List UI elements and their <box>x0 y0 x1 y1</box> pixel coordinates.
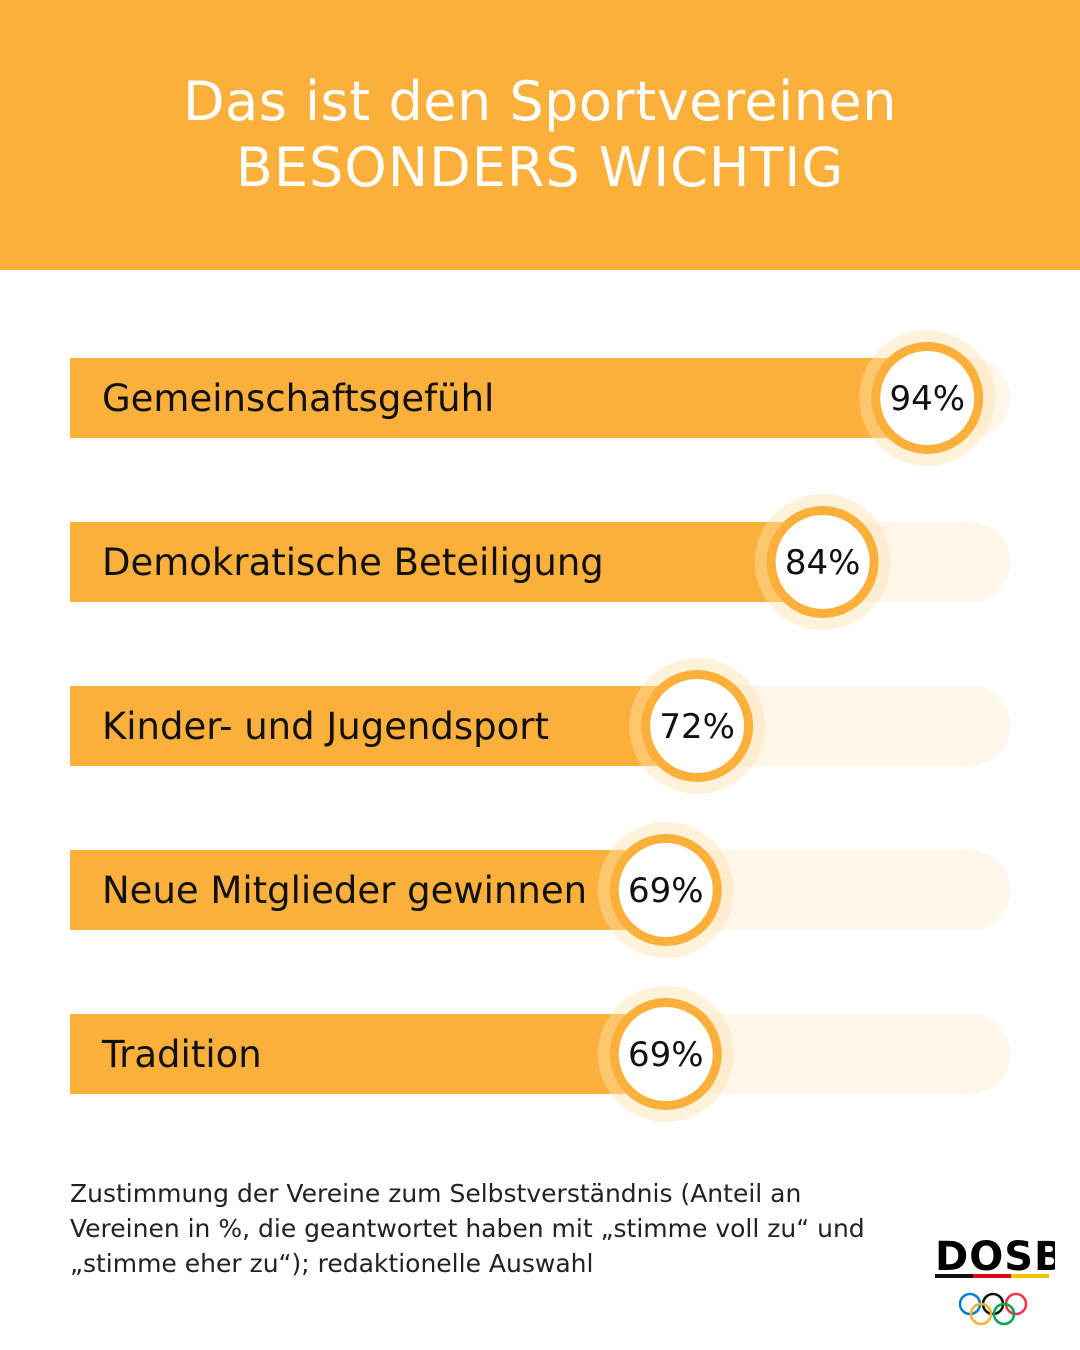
value-circle <box>618 1007 713 1101</box>
bar <box>70 686 698 766</box>
bar <box>70 1014 666 1094</box>
bar <box>70 358 928 438</box>
logo-stripe-gold <box>1011 1274 1049 1278</box>
title-line-2: BESONDERS WICHTIG <box>235 136 845 199</box>
olympic-rings-icon <box>958 1292 1028 1326</box>
value-label: 84% <box>785 543 861 583</box>
category-label: Tradition <box>101 1033 262 1076</box>
bar-chart: Gemeinschaftsgefühl 94% Demokratische Bete… <box>70 330 1010 1122</box>
category-label: Neue Mitglieder gewinnen <box>102 869 587 912</box>
dosb-logo: DOSB <box>935 1234 1055 1326</box>
category-label: Demokratische Beteiligung <box>102 541 604 584</box>
footnote: Zustimmung der Vereine zum Selbstverstän… <box>70 1179 865 1278</box>
value-circle <box>650 679 745 773</box>
value-label: 69% <box>628 871 704 911</box>
logo-stripe-black <box>935 1274 973 1278</box>
category-label: Kinder- und Jugendsport <box>102 705 549 748</box>
bar <box>70 850 666 930</box>
value-circle <box>880 351 975 445</box>
value-label: 72% <box>659 707 735 747</box>
value-circle <box>775 515 870 609</box>
title-line-1: Das ist den Sportvereinen <box>183 70 897 133</box>
logo-stripe-red <box>973 1274 1011 1278</box>
value-label: 94% <box>889 379 965 419</box>
value-label: 69% <box>628 1035 704 1075</box>
bar <box>70 522 823 602</box>
logo-text: DOSB <box>935 1234 1055 1280</box>
category-label: Gemeinschaftsgefühl <box>102 377 494 420</box>
value-circle <box>618 843 713 937</box>
header-banner: Das ist den Sportvereinen BESONDERS WICH… <box>0 0 1080 270</box>
